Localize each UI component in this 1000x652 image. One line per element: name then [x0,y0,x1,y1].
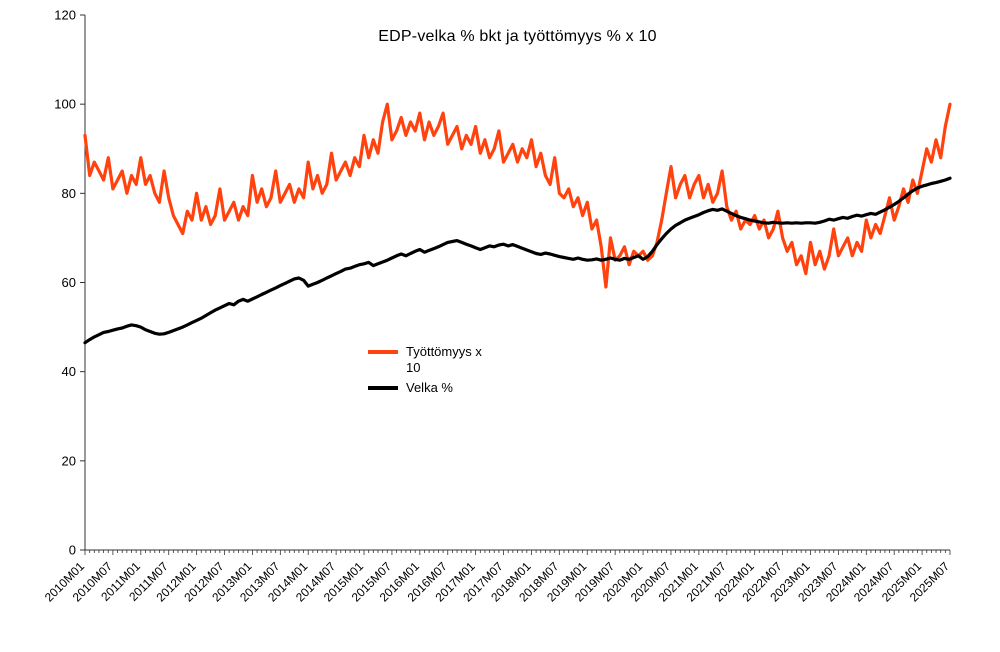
y-tick-label: 60 [62,275,76,290]
legend-label-tyottomyys: Työttömyys x 10 [406,344,482,376]
y-tick-label: 40 [62,364,76,379]
series-line-tyottomyys [83,102,952,289]
legend-label-velka: Velka % [406,379,453,395]
legend-line-swatch-velka [368,385,398,390]
legend-item-velka: Velka % [368,380,494,396]
legend-item-tyottomyys: Työttömyys x 10 [368,344,494,377]
chart-title: EDP-velka % bkt ja työttömyys % x 10 [378,28,657,45]
y-tick-label: 100 [54,97,76,112]
y-tick-label: 0 [69,543,76,558]
y-tick-label: 120 [54,8,76,23]
y-tick-label: 80 [62,186,76,201]
legend: Työttömyys x 10 Velka % [368,344,494,396]
legend-line-swatch-tyottomyys [368,350,398,354]
series-line-velka [83,176,952,345]
y-tick-label: 20 [62,453,76,468]
